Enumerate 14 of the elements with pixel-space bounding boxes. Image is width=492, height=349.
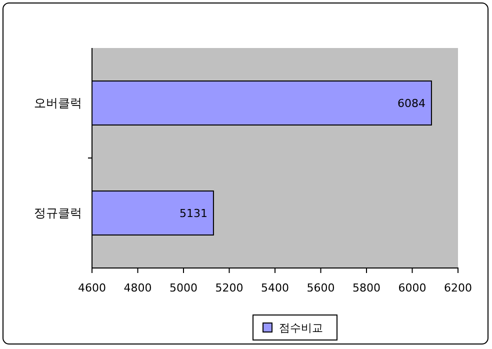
x-tick-label: 5800 bbox=[352, 281, 380, 294]
x-tick-label: 5400 bbox=[261, 281, 289, 294]
x-tick-label: 6000 bbox=[398, 281, 426, 294]
y-tick-label: 오버클럭 bbox=[34, 96, 82, 110]
x-tick-label: 5000 bbox=[170, 281, 198, 294]
data-label: 6084 bbox=[397, 96, 426, 110]
x-tick-label: 5200 bbox=[215, 281, 244, 294]
x-tick-label: 5600 bbox=[306, 281, 335, 294]
legend-label: 점수비교 bbox=[279, 322, 323, 334]
x-tick-label: 4600 bbox=[78, 281, 106, 294]
y-tick-label: 정규클럭 bbox=[34, 206, 82, 220]
x-tick-label: 4800 bbox=[124, 281, 152, 294]
x-tick-label: 6200 bbox=[444, 281, 472, 294]
data-label: 5131 bbox=[179, 206, 208, 220]
